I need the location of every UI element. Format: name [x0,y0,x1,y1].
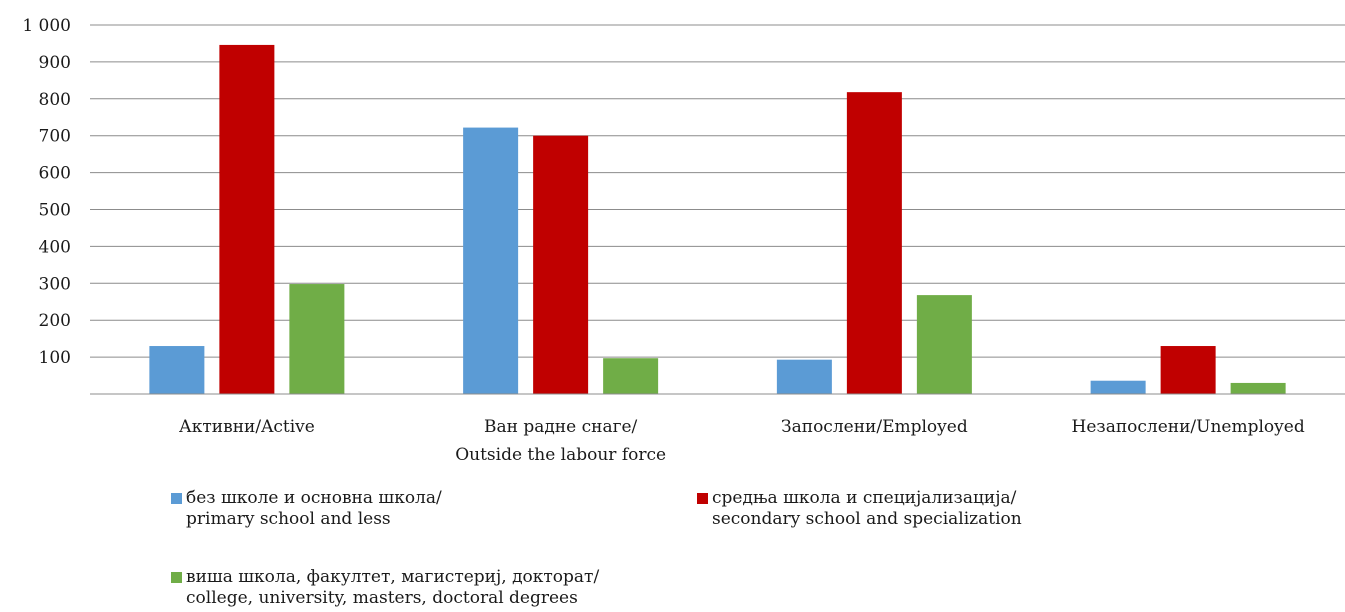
gridlines [90,24,1345,358]
bar [149,346,205,394]
y-axis-tick-labels: 100 200 300 400 500 600 700 800 900 1 000 [22,16,71,368]
x-category-label: Запослени/Employed [781,417,968,437]
legend-label-higher: виша школа, факултет, магистериј, доктор… [186,567,599,609]
y-tick-label: 600 [39,164,71,184]
bar [289,284,345,394]
x-category-label: Ван радне снаге/ [484,417,638,437]
legend-label-higher-line1: виша школа, факултет, магистериј, доктор… [186,567,600,587]
bar [219,44,275,395]
y-tick-label: 100 [39,348,71,368]
x-category-label: Активни/Active [179,417,315,437]
legend-label-primary-line2: primary school and less [186,509,391,529]
y-tick-label: 200 [39,311,71,331]
x-axis-category-labels: Активни/Active Ван радне снаге/Outside th… [179,417,1305,465]
bar [463,127,519,394]
legend-swatch-primary [171,493,182,504]
y-tick-label: 400 [39,237,71,257]
legend-label-primary-line1: без школе и основна школа/ [186,488,442,508]
bar [603,358,659,394]
y-tick-label: 800 [39,90,71,110]
bar-chart: 100 200 300 400 500 600 700 800 900 1 000 Активни… [22,16,1345,465]
bar [846,92,902,395]
bar [1160,346,1216,394]
y-tick-label: 1 000 [22,16,71,36]
x-category-label: Незапослени/Unemployed [1072,417,1305,437]
bar [1230,382,1286,394]
legend-swatch-secondary [697,493,708,504]
bar [533,135,589,394]
legend-label-secondary: средња школа и специјализација/ secondar… [712,488,1022,530]
bar [916,295,972,394]
legend-swatch-higher [171,572,182,583]
bar [776,359,832,394]
legend-label-secondary-line1: средња школа и специјализација/ [712,488,1017,508]
legend-label-higher-line2: college, university, masters, doctoral d… [186,588,578,608]
legend-label-primary: без школе и основна школа/ primary schoo… [186,488,442,530]
y-tick-label: 900 [39,53,71,73]
y-tick-label: 500 [39,201,71,221]
x-category-label: Outside the labour force [455,445,666,465]
y-tick-label: 700 [39,127,71,147]
bars [149,44,1286,395]
legend-label-secondary-line2: secondary school and specialization [712,509,1022,529]
bar [1090,380,1146,394]
y-tick-label: 300 [39,274,71,294]
